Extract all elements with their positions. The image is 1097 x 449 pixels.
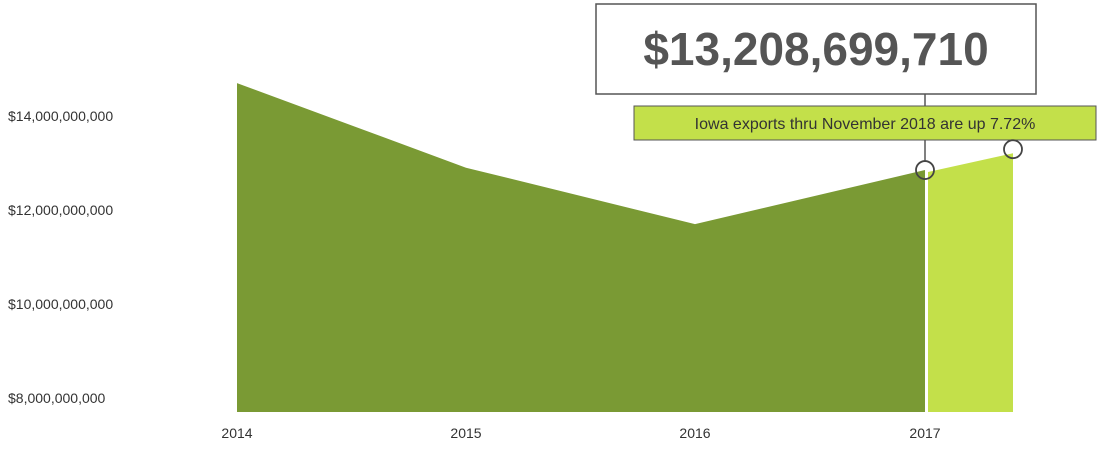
y-tick-label: $14,000,000,000 [8,108,113,124]
y-tick-label: $8,000,000,000 [8,390,106,406]
data-point-marker [915,160,935,180]
x-tick-label: 2014 [221,425,252,441]
callout-note: Iowa exports thru November 2018 are up 7… [695,116,1036,133]
x-tick-label: 2016 [679,425,710,441]
callout: $13,208,699,710 Iowa exports thru Novemb… [595,3,1097,180]
area-series-highlight [928,153,1013,413]
x-tick-label: 2017 [909,425,940,441]
y-axis: $14,000,000,000 $12,000,000,000 $10,000,00… [8,108,113,406]
data-point-marker [1003,139,1023,160]
callout-value: $13,208,699,710 [643,23,988,75]
plot-area [237,83,1013,413]
callout-note-box [633,105,1097,141]
area-series-main [237,83,925,412]
y-tick-label: $12,000,000,000 [8,202,113,218]
x-axis: 2014 2015 2016 2017 [221,425,940,441]
callout-value-box [595,3,1037,95]
x-tick-label: 2015 [450,425,481,441]
y-tick-label: $10,000,000,000 [8,296,113,312]
